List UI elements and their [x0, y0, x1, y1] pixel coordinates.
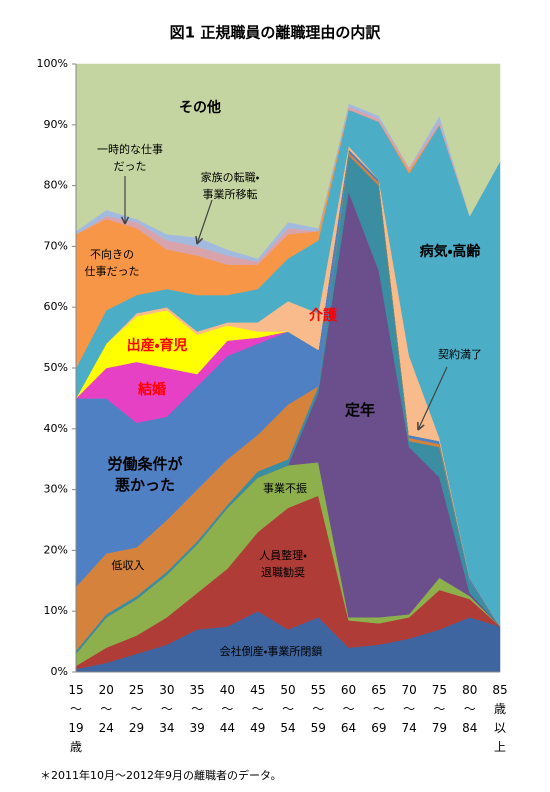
y-tick-label: 70% — [44, 239, 68, 252]
x-tick-label: 55 〜 59 — [311, 683, 326, 735]
x-tick-label: 25 〜 29 — [129, 683, 144, 735]
series-label: 会社倒産・事業所閉鎖 — [220, 644, 323, 658]
y-tick-label: 40% — [44, 422, 68, 435]
series-label: 介護 — [309, 307, 338, 324]
x-tick-label: 20 〜 24 — [99, 683, 114, 735]
y-tick-label: 20% — [44, 543, 68, 556]
x-tick-label: 75 〜 79 — [432, 683, 447, 735]
series-label: 労働条件が悪かった — [107, 455, 183, 494]
series-label: 定年 — [345, 401, 375, 419]
y-tick-label: 0% — [51, 665, 68, 678]
x-tick-label: 15 〜 19 歳 — [68, 683, 83, 754]
y-tick-label: 30% — [44, 483, 68, 496]
x-tick-label: 30 〜 34 — [159, 683, 174, 735]
x-tick-label: 35 〜 39 — [190, 683, 205, 735]
x-tick-label: 70 〜 74 — [402, 683, 417, 735]
series-label: 事業不振 — [263, 481, 307, 495]
y-tick-label: 50% — [44, 361, 68, 374]
x-tick-label: 40 〜 44 — [220, 683, 235, 735]
footnote: ＊2011年10月〜2012年9月の離職者のデータ。 — [40, 768, 282, 782]
series-label: 契約満了 — [438, 347, 482, 361]
series-label: 低収入 — [112, 559, 145, 572]
series-label: 一時的な仕事だった — [97, 142, 163, 173]
y-tick-label: 100% — [37, 57, 68, 70]
y-tick-label: 10% — [44, 604, 68, 617]
arrow-head — [195, 235, 204, 245]
series-label: その他 — [179, 99, 221, 116]
series-label: 不向きの仕事だった — [85, 247, 140, 278]
series-label: 病気・高齢 — [420, 243, 482, 260]
series-label: 家族の転職・事業所移転 — [201, 170, 260, 201]
arrow — [196, 199, 213, 245]
series-label: 結婚 — [137, 381, 166, 398]
y-tick-label: 80% — [44, 179, 68, 192]
x-tick-label: 80 〜 84 — [462, 683, 477, 735]
x-tick-label: 50 〜 54 — [280, 683, 295, 735]
x-tick-label: 85 歳以上 — [492, 683, 507, 754]
area — [75, 63, 501, 259]
series-label: 出産・育児 — [127, 337, 188, 354]
arrow — [417, 366, 448, 431]
y-tick-label: 60% — [44, 300, 68, 313]
arrow-head — [417, 421, 425, 431]
x-tick-label: 60 〜 64 — [341, 683, 356, 735]
series-label: 人員整理・退職勧奨 — [259, 548, 307, 579]
chart-title: 図1 正規職員の離職理由の内訳 — [170, 24, 382, 42]
y-tick-label: 90% — [44, 118, 68, 131]
x-tick-label: 45 〜 49 — [250, 683, 265, 735]
x-tick-label: 65 〜 69 — [371, 683, 386, 735]
arrow-head — [120, 216, 130, 225]
